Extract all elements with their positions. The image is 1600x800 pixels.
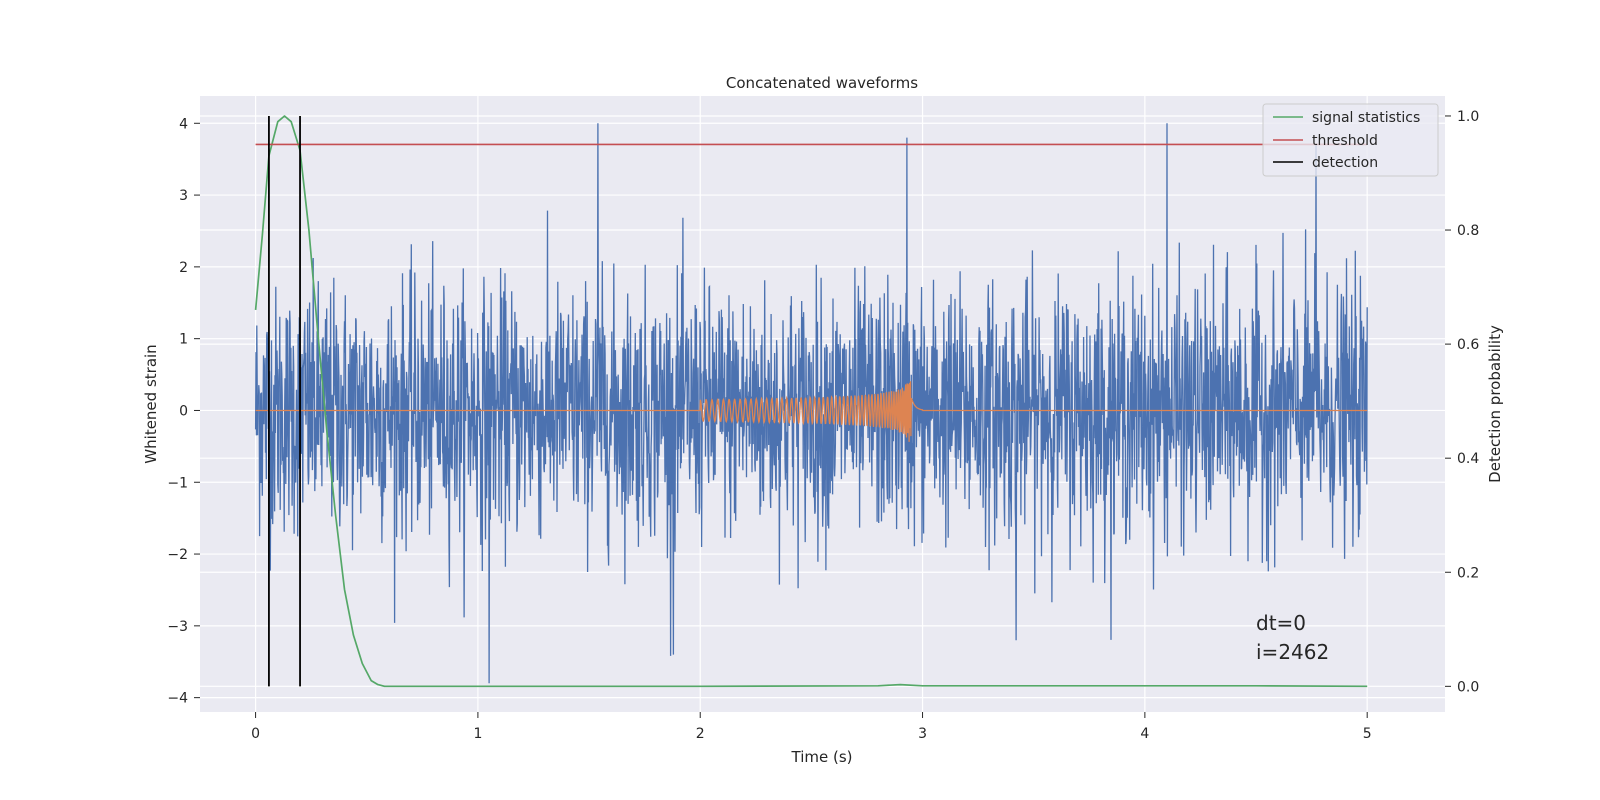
annotation-i: i=2462 (1256, 640, 1329, 664)
yr-tick-label-4: 0.8 (1457, 223, 1479, 239)
y-right-axis-label: Detection probability (1486, 325, 1504, 483)
y-left-axis-ticks: −4 −3 −2 −1 0 1 2 3 4 (167, 116, 200, 707)
x-tick-label-2: 2 (696, 726, 705, 742)
yr-tick-label-5: 1.0 (1457, 109, 1479, 125)
yl-tick-label-5: 1 (179, 332, 188, 348)
y-right-axis-ticks: 0.0 0.2 0.4 0.6 0.8 1.0 (1445, 109, 1479, 695)
legend-label-signal-statistics: signal statistics (1312, 110, 1420, 126)
series-signal-statistics (254, 115, 1368, 688)
x-axis-ticks: 0 1 2 3 4 5 (251, 712, 1372, 742)
yr-tick-label-1: 0.2 (1457, 565, 1479, 581)
yr-tick-label-3: 0.6 (1457, 337, 1479, 353)
yl-tick-label-8: 4 (179, 116, 188, 132)
x-tick-label-1: 1 (473, 726, 482, 742)
yl-tick-label-1: −3 (167, 619, 188, 635)
yl-tick-label-7: 3 (179, 188, 188, 204)
legend: signal statistics threshold detection (1262, 103, 1439, 177)
x-tick-label-5: 5 (1363, 726, 1372, 742)
y-left-axis-label: Whitened strain (142, 344, 160, 463)
x-tick-label-3: 3 (918, 726, 927, 742)
yl-tick-label-4: 0 (179, 403, 188, 419)
annotations: dt=0 i=2462 (1256, 611, 1329, 664)
legend-box (1262, 103, 1439, 177)
series-chirp (255, 381, 1368, 442)
annotation-dt: dt=0 (1256, 611, 1306, 635)
yl-tick-label-0: −4 (167, 691, 188, 707)
chart-title: Concatenated waveforms (726, 74, 918, 92)
x-tick-label-0: 0 (251, 726, 260, 742)
yr-tick-label-2: 0.4 (1457, 451, 1479, 467)
yl-tick-label-6: 2 (179, 260, 188, 276)
legend-label-detection: detection (1312, 155, 1378, 171)
plot-series (254, 115, 1368, 688)
yr-tick-label-0: 0.0 (1457, 679, 1479, 695)
x-axis-label: Time (s) (791, 748, 853, 766)
yl-tick-label-2: −2 (167, 547, 188, 563)
yl-tick-label-3: −1 (167, 475, 188, 491)
x-tick-label-4: 4 (1140, 726, 1149, 742)
legend-label-threshold: threshold (1312, 133, 1378, 149)
